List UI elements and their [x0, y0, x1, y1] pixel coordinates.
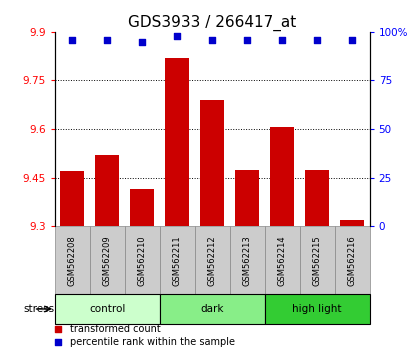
Bar: [270, 127, 294, 226]
Bar: [235, 170, 260, 226]
Text: GSM562209: GSM562209: [102, 235, 112, 286]
Bar: [265, 226, 299, 295]
Point: [55, 327, 61, 332]
Text: percentile rank within the sample: percentile rank within the sample: [71, 337, 235, 347]
Bar: [335, 226, 370, 295]
Bar: [130, 189, 155, 226]
Point: [279, 37, 286, 42]
Bar: [165, 58, 189, 226]
Text: stress: stress: [24, 304, 55, 314]
Text: GSM562214: GSM562214: [278, 235, 286, 286]
Bar: [55, 295, 160, 324]
Bar: [125, 226, 160, 295]
Bar: [265, 295, 370, 324]
Bar: [340, 220, 365, 226]
Bar: [299, 226, 335, 295]
Bar: [305, 170, 329, 226]
Text: high light: high light: [292, 304, 342, 314]
Text: GSM562210: GSM562210: [138, 235, 147, 286]
Point: [55, 339, 61, 345]
Bar: [160, 295, 265, 324]
Text: GSM562208: GSM562208: [68, 235, 76, 286]
Point: [314, 37, 320, 42]
Point: [349, 37, 355, 42]
Text: dark: dark: [200, 304, 224, 314]
Text: GSM562216: GSM562216: [348, 235, 357, 286]
Text: GSM562211: GSM562211: [173, 235, 181, 286]
Text: control: control: [89, 304, 125, 314]
Bar: [95, 155, 119, 226]
Text: GSM562215: GSM562215: [312, 235, 322, 286]
Point: [139, 39, 145, 44]
Point: [244, 37, 250, 42]
Bar: [194, 226, 230, 295]
Text: transformed count: transformed count: [71, 324, 161, 335]
Bar: [160, 226, 194, 295]
Point: [174, 33, 181, 39]
Point: [209, 37, 215, 42]
Bar: [200, 100, 224, 226]
Bar: [89, 226, 125, 295]
Bar: [230, 226, 265, 295]
Text: GSM562213: GSM562213: [243, 235, 252, 286]
Text: GSM562212: GSM562212: [207, 235, 217, 286]
Point: [104, 37, 110, 42]
Bar: [60, 171, 84, 226]
Title: GDS3933 / 266417_at: GDS3933 / 266417_at: [128, 14, 296, 30]
Bar: [55, 226, 89, 295]
Point: [69, 37, 76, 42]
